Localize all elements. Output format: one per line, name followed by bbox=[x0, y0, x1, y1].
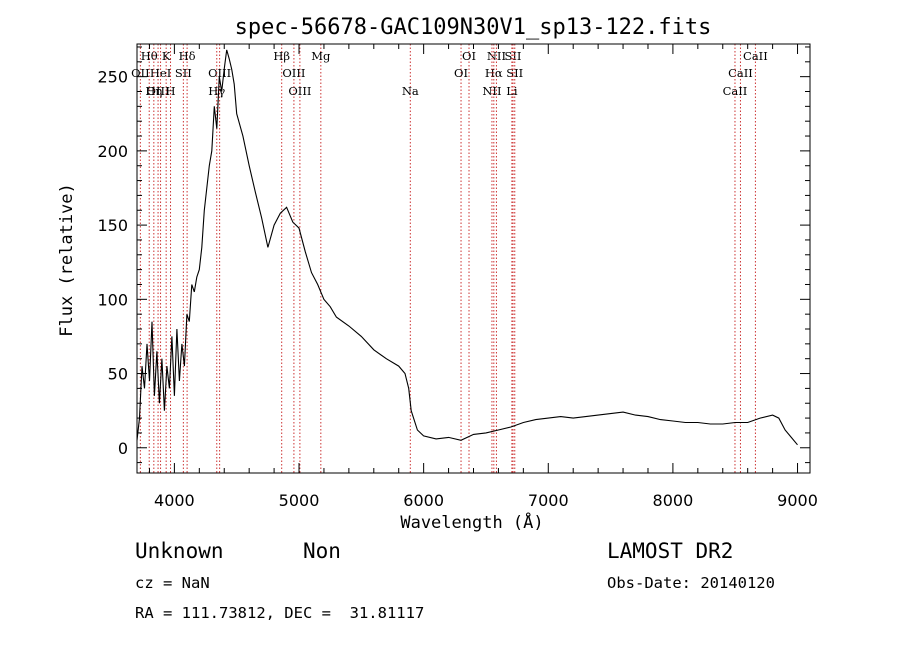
marker-label: Li bbox=[506, 84, 518, 98]
x-axis-label: Wavelength (Å) bbox=[400, 511, 543, 533]
spectrum-line bbox=[136, 49, 798, 446]
marker-label: K bbox=[162, 49, 171, 63]
marker-label: OI bbox=[462, 49, 476, 63]
marker-label: SII bbox=[505, 49, 522, 63]
marker-label: OIII bbox=[282, 66, 305, 80]
x-tick-label: 4000 bbox=[154, 491, 195, 510]
marker-label: OIII bbox=[288, 84, 311, 98]
y-tick-label: 100 bbox=[97, 290, 128, 309]
coordinates: RA = 111.73812, DEC = 31.81117 bbox=[135, 604, 425, 622]
redshift-cz: cz = NaN bbox=[135, 574, 210, 592]
marker-label: NII bbox=[482, 84, 501, 98]
y-tick-label: 250 bbox=[97, 68, 128, 87]
y-axis: 0 50 100 150 200 250 bbox=[97, 46, 810, 464]
marker-label: SII bbox=[506, 66, 523, 80]
marker-label: OI bbox=[454, 66, 468, 80]
marker-label: OIII bbox=[208, 66, 231, 80]
x-tick-label: 8000 bbox=[653, 491, 694, 510]
survey-name: LAMOST DR2 bbox=[607, 539, 734, 563]
y-axis-label: Flux (relative) bbox=[57, 183, 77, 337]
object-class: Unknown bbox=[135, 539, 224, 563]
marker-label: Hδ bbox=[179, 49, 196, 63]
marker-label: CaII bbox=[723, 84, 748, 98]
marker-label: Na bbox=[402, 84, 419, 98]
x-axis: 4000 5000 6000 7000 8000 9000 bbox=[148, 44, 818, 510]
marker-label: Mg bbox=[311, 49, 331, 63]
y-tick-label: 200 bbox=[97, 142, 128, 161]
x-tick-label: 7000 bbox=[528, 491, 569, 510]
marker-label: OIII bbox=[147, 84, 170, 98]
object-subclass: Non bbox=[303, 539, 341, 563]
obs-date: Obs-Date: 20140120 bbox=[607, 574, 775, 592]
x-tick-label: 5000 bbox=[279, 491, 320, 510]
marker-label: CaII bbox=[728, 66, 753, 80]
marker-label: H bbox=[166, 84, 176, 98]
marker-label: SII bbox=[175, 66, 192, 80]
marker-label: Hθ bbox=[141, 49, 158, 63]
marker-label: Hη bbox=[145, 84, 162, 98]
marker-label: CaII bbox=[743, 49, 768, 63]
chart-title: spec-56678-GAC109N30V1_sp13-122.fits bbox=[235, 15, 712, 40]
marker-label: HeI bbox=[150, 66, 171, 80]
marker-label: OII bbox=[131, 66, 150, 80]
y-tick-label: 50 bbox=[108, 365, 128, 384]
x-tick-label: 9000 bbox=[777, 491, 818, 510]
marker-label: Hα bbox=[485, 66, 503, 80]
plot-frame bbox=[136, 43, 811, 474]
marker-label: Hβ bbox=[273, 49, 290, 63]
marker-label: NII bbox=[487, 49, 506, 63]
y-tick-label: 0 bbox=[118, 439, 128, 458]
y-tick-label: 150 bbox=[97, 216, 128, 235]
x-tick-label: 6000 bbox=[403, 491, 444, 510]
